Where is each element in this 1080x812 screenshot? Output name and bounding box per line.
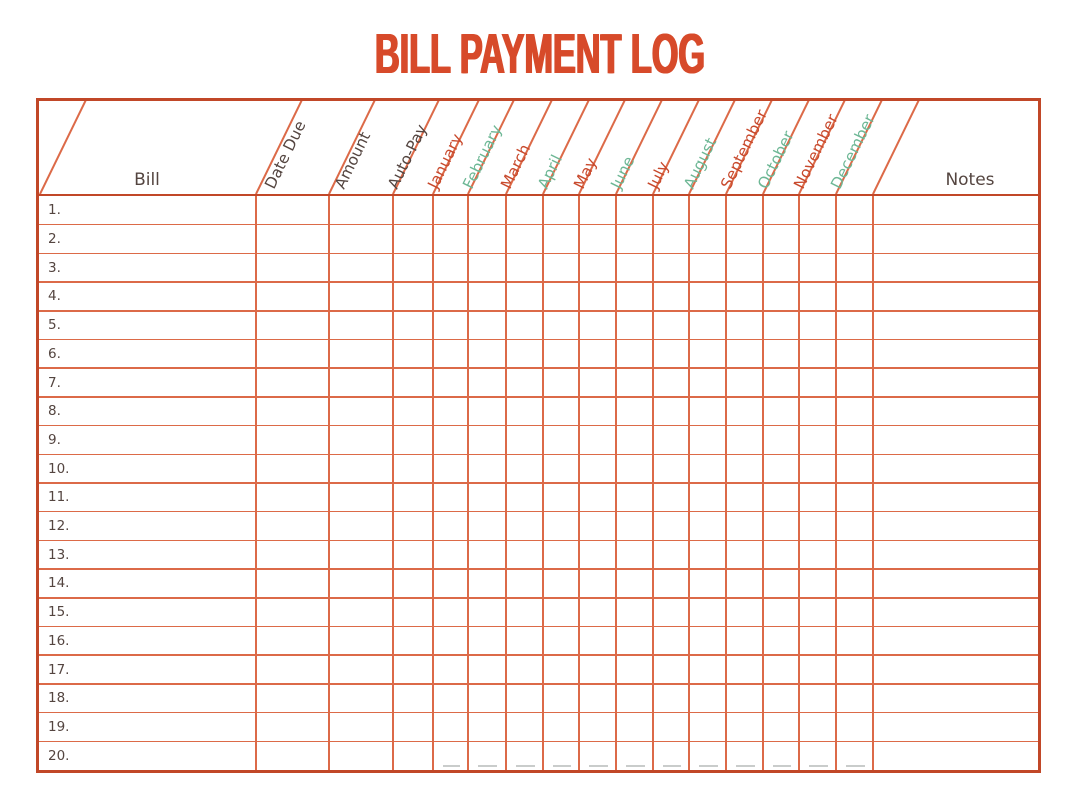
row-divider-line xyxy=(39,424,1038,427)
row-number: 15. xyxy=(48,604,70,621)
row-divider-line xyxy=(39,683,1038,685)
row-divider-line xyxy=(39,281,1038,283)
row-number: 17. xyxy=(48,661,70,678)
row-divider-line xyxy=(39,597,1038,599)
column-header-july: July xyxy=(644,158,673,192)
page-title: BILL PAYMENT LOG xyxy=(375,22,705,86)
row-number: 20. xyxy=(48,747,70,764)
column-header-april: April xyxy=(534,151,566,192)
column-header-bill: Bill xyxy=(134,170,160,190)
row-number: 1. xyxy=(48,202,61,219)
row-number: 9. xyxy=(48,431,61,448)
row-number: 4. xyxy=(48,288,61,305)
scan-mark xyxy=(699,765,718,767)
row-number: 10. xyxy=(48,460,70,477)
row-divider-line xyxy=(39,338,1038,341)
row-divider-line xyxy=(39,654,1038,656)
row-number: 11. xyxy=(48,489,70,506)
row-number: 13. xyxy=(48,546,70,563)
row-number: 12. xyxy=(48,518,70,535)
scan-mark xyxy=(589,765,608,767)
column-header-auto-pay: Auto-Pay xyxy=(384,121,431,192)
row-divider-line xyxy=(39,453,1038,456)
scan-mark xyxy=(662,765,681,767)
row-divider-line xyxy=(39,539,1038,542)
column-header-amount: Amount xyxy=(331,128,375,192)
scan-mark xyxy=(772,765,791,767)
row-divider-line xyxy=(39,252,1038,255)
scan-mark xyxy=(626,765,645,767)
row-number: 14. xyxy=(48,575,70,592)
scan-mark xyxy=(516,765,535,767)
row-divider-line xyxy=(39,223,1038,226)
table-body: 1. 2. 3. 4. 5. 6. 7. 8. 9. 10. 11. 12. 13. 14. 15. 16. 1… xyxy=(39,196,1038,770)
scan-mark xyxy=(478,765,498,767)
row-divider-line xyxy=(39,510,1038,513)
row-divider-line xyxy=(39,568,1038,570)
row-number: 6. xyxy=(48,345,61,362)
row-divider-line xyxy=(39,625,1038,628)
row-divider-line xyxy=(39,396,1038,398)
row-divider-line xyxy=(39,482,1038,484)
table-header: Bill Date Due Amount Auto-Pay January Februar… xyxy=(39,101,1038,196)
scan-mark xyxy=(809,765,828,767)
row-divider-line xyxy=(39,310,1038,312)
row-number: 16. xyxy=(48,632,70,649)
row-number: 18. xyxy=(48,690,70,707)
row-number: 7. xyxy=(48,374,61,391)
row-divider-line xyxy=(39,367,1038,369)
scan-mark xyxy=(552,765,571,767)
row-divider-line xyxy=(39,740,1038,743)
row-number: 5. xyxy=(48,317,61,334)
row-number: 2. xyxy=(48,231,61,248)
column-header-august: August xyxy=(680,134,721,192)
column-header-june: June xyxy=(607,152,639,192)
scan-mark xyxy=(442,765,460,767)
column-header-march: March xyxy=(497,140,535,192)
column-header-may: May xyxy=(570,154,601,192)
row-divider-line xyxy=(39,711,1038,714)
scan-mark xyxy=(736,765,755,767)
row-number: 19. xyxy=(48,718,70,735)
bill-payment-table: Bill Date Due Amount Auto-Pay January Februar… xyxy=(36,98,1041,773)
scan-mark xyxy=(846,765,865,767)
column-header-notes: Notes xyxy=(945,170,995,190)
row-number: 8. xyxy=(48,403,61,420)
row-number: 3. xyxy=(48,259,61,276)
